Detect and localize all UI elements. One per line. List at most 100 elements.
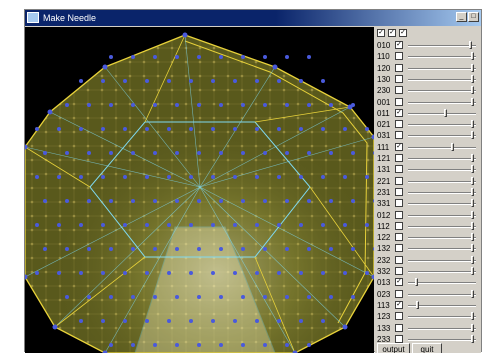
slider-thumb[interactable] (470, 312, 474, 321)
slider-thumb[interactable] (470, 176, 474, 185)
slider-thumb[interactable] (470, 131, 474, 140)
orientation-checkbox[interactable] (395, 334, 403, 343)
orientation-checkbox[interactable] (395, 312, 403, 321)
header-checkbox-2[interactable]: ✓ (388, 29, 396, 37)
slider-track[interactable] (408, 67, 476, 70)
slider-track[interactable] (408, 135, 476, 138)
slider-track[interactable] (408, 214, 476, 217)
slider-thumb[interactable] (414, 278, 418, 287)
slider-track[interactable] (408, 101, 476, 104)
orientation-checkbox[interactable]: ✓ (395, 300, 403, 309)
output-button[interactable]: output (377, 343, 410, 353)
slider-thumb[interactable] (470, 267, 474, 275)
slider-track[interactable] (408, 293, 476, 296)
slider-thumb[interactable] (450, 142, 454, 151)
minimize-button[interactable]: _ (456, 12, 467, 22)
header-checkbox-1[interactable]: ✓ (377, 29, 385, 37)
header-checkbox-3[interactable]: ✓ (399, 29, 407, 37)
slider-track[interactable] (408, 180, 476, 183)
inner-edge (184, 40, 368, 324)
slider-track[interactable] (408, 191, 476, 194)
orientation-checkbox[interactable] (395, 199, 403, 208)
lattice-vertex (241, 103, 245, 107)
slider-track[interactable] (408, 78, 476, 81)
lattice-vertex (145, 223, 149, 227)
slider-thumb[interactable] (470, 289, 474, 298)
slider-track[interactable] (408, 259, 476, 262)
orientation-checkbox[interactable] (395, 210, 403, 219)
slider-track[interactable] (408, 248, 476, 251)
slider-thumb[interactable] (470, 165, 474, 174)
polyhedron-vertex (25, 274, 28, 280)
orientation-checkbox[interactable] (395, 187, 403, 196)
slider-thumb[interactable] (470, 187, 474, 196)
slider-track[interactable] (408, 146, 476, 149)
slider-thumb[interactable] (470, 233, 474, 242)
slider-thumb[interactable] (470, 97, 474, 106)
slider-thumb[interactable] (470, 244, 474, 253)
slider-track[interactable] (408, 282, 476, 285)
slider-track[interactable] (408, 316, 476, 319)
orientation-checkbox[interactable] (395, 165, 403, 174)
slider-thumb[interactable] (470, 323, 474, 332)
slider-thumb[interactable] (470, 154, 474, 162)
slider-thumb[interactable] (415, 300, 419, 309)
slider-thumb[interactable] (470, 210, 474, 219)
lattice-vertex (131, 103, 135, 107)
slider-thumb[interactable] (470, 63, 474, 72)
orientation-checkbox[interactable] (395, 255, 403, 264)
slider-thumb[interactable] (470, 255, 474, 264)
3d-viewport[interactable] (25, 27, 374, 353)
slider-thumb[interactable] (444, 108, 448, 117)
slider-track[interactable] (408, 203, 476, 206)
orientation-checkbox[interactable] (395, 323, 403, 332)
slider-track[interactable] (408, 56, 476, 59)
orientation-row: 011 ✓ (375, 108, 481, 119)
slider-track[interactable] (408, 112, 476, 115)
maximize-button[interactable]: □ (468, 12, 479, 22)
slider-track[interactable] (408, 327, 476, 330)
slider-thumb[interactable] (470, 221, 474, 230)
orientation-checkbox[interactable] (395, 176, 403, 185)
slider-track[interactable] (408, 304, 476, 307)
title-bar[interactable]: Make Needle _ □ (25, 10, 481, 26)
slider-track[interactable] (408, 237, 476, 240)
orientation-checkbox[interactable] (395, 289, 403, 298)
orientation-checkbox[interactable]: ✓ (395, 278, 403, 287)
slider-track[interactable] (408, 45, 476, 47)
orientation-checkbox[interactable] (395, 120, 403, 129)
orientation-label: 133 (377, 323, 391, 333)
orientation-checkbox[interactable] (395, 97, 403, 106)
slider-track[interactable] (408, 271, 476, 273)
slider-track[interactable] (408, 158, 476, 160)
slider-thumb[interactable] (470, 86, 474, 95)
radial-edge (199, 136, 374, 188)
slider-thumb[interactable] (470, 199, 474, 208)
polyhedron-render[interactable] (25, 27, 374, 353)
slider-thumb[interactable] (469, 41, 473, 49)
orientation-checkbox[interactable]: ✓ (395, 142, 403, 151)
slider-track[interactable] (408, 90, 476, 93)
slider-track[interactable] (408, 225, 476, 228)
orientation-checkbox[interactable] (395, 52, 403, 61)
slider-thumb[interactable] (470, 120, 474, 129)
orientation-checkbox[interactable] (395, 154, 403, 162)
orientation-checkbox[interactable] (395, 267, 403, 275)
orientation-checkbox[interactable] (395, 74, 403, 83)
orientation-checkbox[interactable] (395, 131, 403, 140)
orientation-checkbox[interactable] (395, 86, 403, 95)
orientation-checkbox[interactable] (395, 244, 403, 253)
slider-track[interactable] (408, 124, 476, 127)
orientation-checkbox[interactable] (395, 221, 403, 230)
slider-thumb[interactable] (470, 52, 474, 61)
orientation-checkbox[interactable] (395, 63, 403, 72)
slider-track[interactable] (408, 169, 476, 172)
orientation-checkbox[interactable] (395, 233, 403, 242)
slider-thumb[interactable] (470, 74, 474, 83)
orientation-checkbox[interactable]: ✓ (395, 108, 403, 117)
quit-button[interactable]: quit (412, 343, 442, 353)
radial-edge (25, 146, 201, 188)
slider-track[interactable] (408, 338, 476, 341)
orientation-checkbox[interactable]: ✓ (395, 41, 403, 49)
slider-thumb[interactable] (470, 334, 474, 343)
